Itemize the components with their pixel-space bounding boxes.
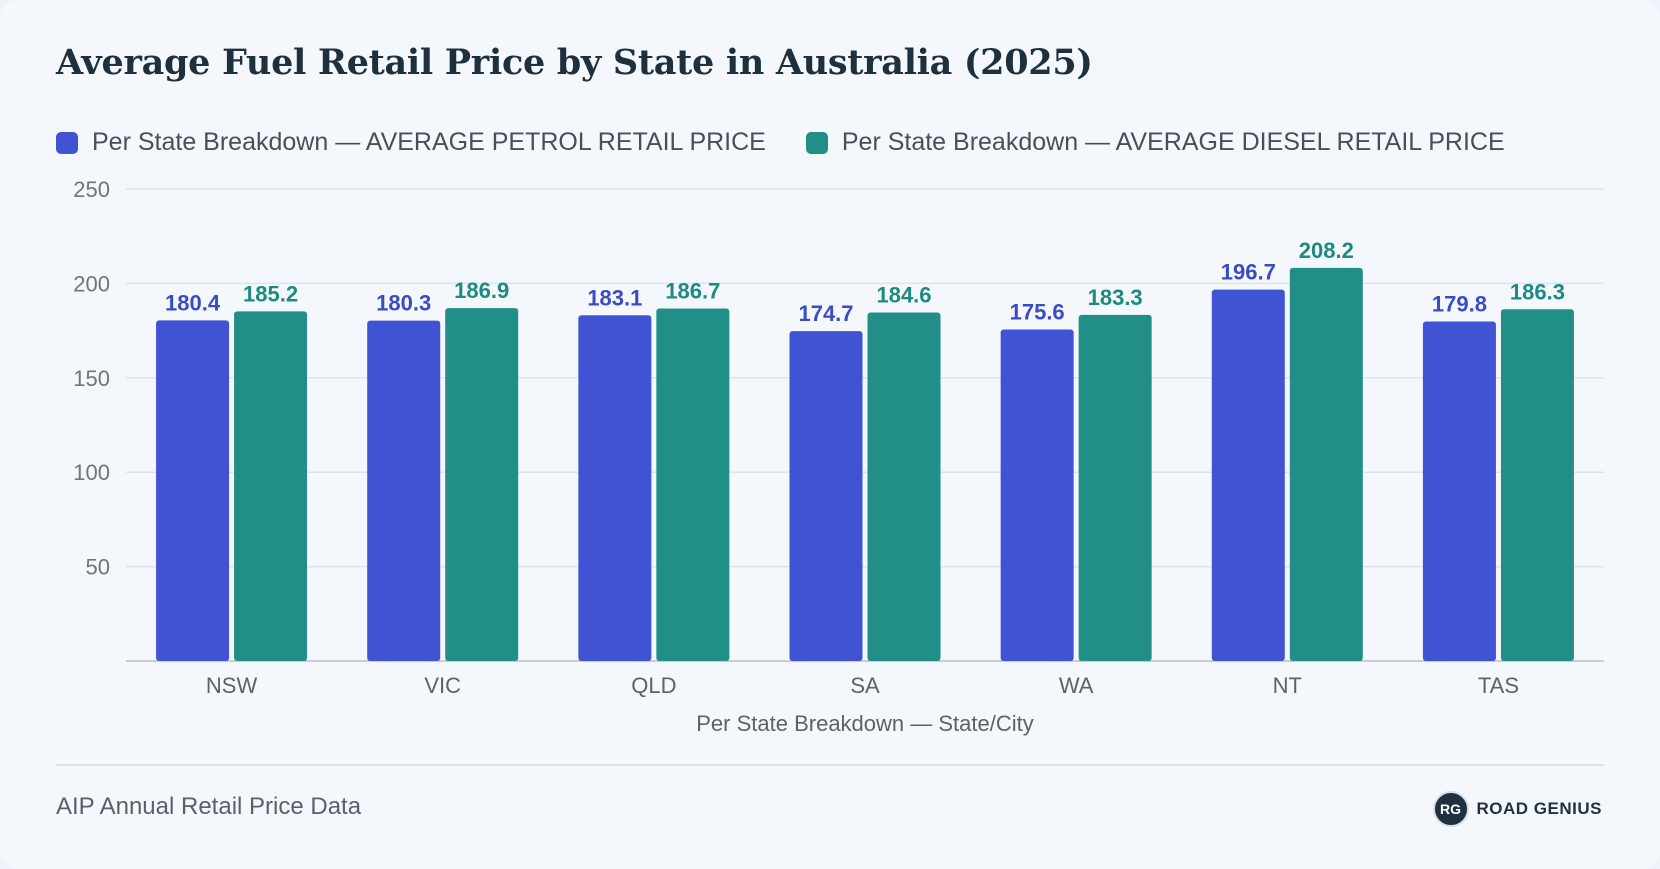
data-label-sa-diesel: 184.6: [876, 282, 931, 307]
data-label-vic-diesel: 186.9: [454, 278, 509, 303]
data-label-qld-diesel: 186.7: [665, 279, 720, 304]
bar-qld-petrol: [578, 315, 652, 661]
x-tick-label-tas: TAS: [1478, 673, 1519, 698]
x-tick-label-qld: QLD: [631, 673, 676, 698]
legend-swatch-diesel: [805, 131, 828, 154]
bar-vic-petrol: [367, 320, 441, 661]
y-tick-label-150: 150: [73, 366, 110, 391]
y-tick-label-100: 100: [73, 460, 110, 485]
data-label-nt-petrol: 196.7: [1221, 260, 1276, 285]
bar-vic-diesel: [445, 308, 519, 661]
brand[interactable]: RG ROAD GENIUS: [1432, 791, 1602, 827]
source-note: AIP Annual Retail Price Data: [56, 793, 362, 820]
bar-wa-petrol: [1000, 329, 1074, 661]
bar-nsw-petrol: [156, 320, 230, 661]
data-label-tas-diesel: 186.3: [1510, 279, 1565, 304]
bar-qld-diesel: [656, 308, 730, 661]
x-tick-label-sa: SA: [850, 673, 880, 698]
data-label-qld-petrol: 183.1: [587, 285, 642, 310]
legend-item-petrol[interactable]: Per State Breakdown — AVERAGE PETROL RET…: [56, 128, 766, 157]
x-tick-label-nsw: NSW: [206, 673, 258, 698]
x-tick-label-vic: VIC: [424, 673, 461, 698]
legend-swatch-petrol: [56, 131, 78, 154]
chart-title: Average Fuel Retail Price by State in Au…: [56, 42, 1093, 83]
bar-nsw-diesel: [234, 311, 308, 661]
brand-name: ROAD GENIUS: [1476, 799, 1602, 818]
legend-item-diesel[interactable]: Per State Breakdown — AVERAGE DIESEL RET…: [805, 128, 1505, 157]
data-label-wa-petrol: 175.6: [1010, 299, 1065, 324]
bar-tas-petrol: [1422, 321, 1496, 661]
data-label-nsw-diesel: 185.2: [243, 281, 298, 306]
data-label-tas-petrol: 179.8: [1432, 292, 1487, 317]
y-tick-label-200: 200: [73, 271, 110, 296]
bar-chart-plot: 50 100 150 200 250 180.4 185.2 NSW 180.3 186.9 VIC…: [73, 177, 1604, 736]
legend-label-diesel: Per State Breakdown — AVERAGE DIESEL RET…: [841, 128, 1505, 156]
bar-wa-diesel: [1078, 314, 1152, 661]
bar-nt-diesel: [1289, 267, 1363, 661]
y-tick-label-250: 250: [73, 177, 110, 202]
x-axis-title: Per State Breakdown — State/City: [696, 711, 1034, 736]
bar-tas-diesel: [1500, 309, 1574, 661]
bar-nt-petrol: [1211, 289, 1285, 661]
y-tick-label-50: 50: [86, 555, 110, 580]
brand-logo-icon: RG: [1432, 791, 1469, 827]
bar-sa-diesel: [867, 312, 941, 661]
data-label-wa-diesel: 183.3: [1088, 285, 1143, 310]
footer-divider: [56, 764, 1604, 766]
legend-label-petrol: Per State Breakdown — AVERAGE PETROL RET…: [92, 128, 766, 156]
data-label-nsw-petrol: 180.4: [165, 290, 221, 315]
x-tick-label-nt: NT: [1273, 673, 1302, 698]
data-label-vic-petrol: 180.3: [376, 291, 431, 316]
legend: Per State Breakdown — AVERAGE PETROL RET…: [56, 128, 1505, 157]
data-label-sa-petrol: 174.7: [798, 301, 853, 326]
bar-sa-petrol: [789, 331, 863, 661]
x-tick-label-wa: WA: [1059, 673, 1094, 698]
data-label-nt-diesel: 208.2: [1299, 238, 1354, 263]
